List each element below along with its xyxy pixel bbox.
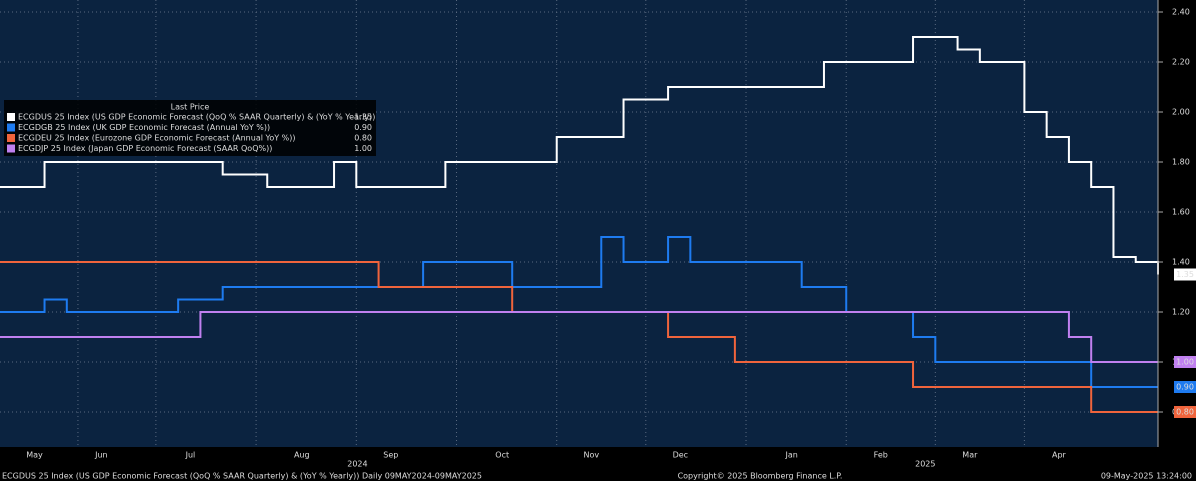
- x-tick-label: May: [26, 451, 43, 460]
- legend-value: 1.00: [354, 144, 372, 153]
- legend-box: [4, 100, 376, 156]
- last-value-label: 0.90: [1176, 383, 1194, 392]
- y-tick-label: 1.60: [1172, 208, 1190, 217]
- legend-swatch: [7, 134, 15, 142]
- x-tick-label: Jun: [94, 451, 108, 460]
- x-tick-label: Mar: [962, 451, 978, 460]
- footer-left: ECGDUS 25 Index (US GDP Economic Forecas…: [2, 472, 482, 481]
- last-value-label: 1.35: [1176, 270, 1194, 279]
- series-line: [0, 236, 1158, 388]
- legend-title: Last Price: [171, 103, 210, 112]
- x-tick-label: Jul: [185, 451, 196, 460]
- x-tick-label: Sep: [383, 451, 398, 460]
- legend: Last Price ECGDUS 25 Index (US GDP Econo…: [4, 100, 376, 156]
- last-value-tag: [1174, 356, 1196, 368]
- x-tick-label: Jan: [785, 451, 798, 460]
- last-value-tag: [1174, 268, 1196, 281]
- footer-right: 09-May-2025 13:24:00: [1101, 472, 1192, 481]
- y-tick-label: 2.20: [1172, 58, 1190, 67]
- x-tick-label: Feb: [874, 451, 888, 460]
- last-value-tag: [1174, 406, 1196, 418]
- series-line: [0, 311, 1158, 363]
- legend-label: ECGDEU 25 Index (Eurozone GDP Economic F…: [18, 134, 295, 143]
- legend-swatch: [7, 144, 15, 153]
- y-tick-label: 1.40: [1172, 258, 1190, 267]
- last-value-tag: [1174, 381, 1196, 393]
- y-tick-label: 1.80: [1172, 158, 1190, 167]
- last-value-label: 0.80: [1176, 408, 1194, 417]
- legend-label: ECGDUS 25 Index (US GDP Economic Forecas…: [18, 113, 375, 122]
- last-value-label: 1.00: [1176, 358, 1194, 367]
- x-group-label: 2025: [915, 460, 935, 469]
- legend-value: 1.35: [354, 113, 372, 122]
- footer-center: Copyright© 2025 Bloomberg Finance L.P.: [678, 472, 843, 481]
- x-tick-label: Aug: [294, 451, 310, 460]
- x-tick-label: Oct: [495, 451, 509, 460]
- y-tick-label: 2.40: [1172, 8, 1190, 17]
- legend-value: 0.90: [354, 123, 372, 132]
- legend-swatch: [7, 113, 15, 121]
- plot-area: [0, 0, 1158, 447]
- x-group-label: 2024: [347, 460, 367, 469]
- y-tick-label: 1.20: [1172, 308, 1190, 317]
- series-line: [0, 36, 1159, 275]
- x-tick-label: Dec: [673, 451, 688, 460]
- legend-value: 0.80: [354, 134, 372, 143]
- legend-label: ECGDJP 25 Index (Japan GDP Economic Fore…: [18, 144, 272, 153]
- legend-swatch: [7, 123, 15, 132]
- x-tick-label: Apr: [1052, 451, 1067, 460]
- y-tick-label: 2.00: [1172, 108, 1190, 117]
- x-tick-label: Nov: [583, 451, 599, 460]
- lines: [0, 36, 1159, 413]
- legend-label: ECGDGB 25 Index (UK GDP Economic Forecas…: [18, 123, 270, 132]
